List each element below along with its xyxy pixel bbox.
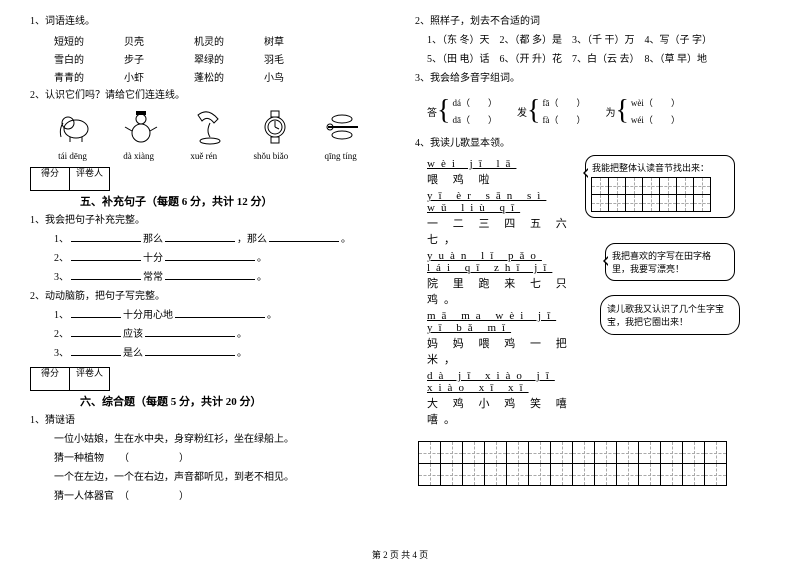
bubble1: 我能把整体认读音节找出来： <box>585 155 735 218</box>
section5-title: 五、补充句子（每题 6 分，共计 12 分） <box>80 193 385 209</box>
q1-rows: 短短的贝壳机灵的树草 雪白的步子翠绿的羽毛 青青的小虾蓬松的小鸟 <box>30 33 385 84</box>
bubble3: 读儿歌我又认识了几个生字宝宝，我把它圈出来！ <box>600 295 740 335</box>
q1-title: 1、词语连线。 <box>30 14 385 29</box>
icons-row <box>40 109 375 145</box>
elephant-icon <box>54 109 94 145</box>
riddle2: 一个在左边，一个在右边，声音都听见，到老不相见。 <box>30 470 385 485</box>
lamp-icon <box>188 109 228 145</box>
snowman-icon <box>121 109 161 145</box>
page-footer: 第 2 页 共 4 页 <box>0 548 800 561</box>
sec5-q2: 2、动动脑筋，把句子写完整。 <box>30 289 385 304</box>
s5b-line2: 2、应该。 <box>30 327 385 342</box>
bubble2: 我把喜欢的字写在田字格里，我要写漂亮！ <box>605 243 735 281</box>
sec5-q1: 1、我会把句子补充完整。 <box>30 213 385 228</box>
score-box-5: 得分评卷人 <box>30 167 110 191</box>
riddle1: 一位小姑娘，生在水中央，身穿粉红衫，坐在绿船上。 <box>30 432 385 447</box>
reading-poem: wèi jī lā 喂 鸡 啦 yī èr sān sì wǔ liù qī 一… <box>415 155 575 430</box>
r-q3-title: 3、我会给多音字组词。 <box>415 71 770 86</box>
q2-title: 2、认识它们吗？请给它们连连线。 <box>30 88 385 103</box>
dragonfly-icon <box>322 109 362 145</box>
pinyin-labels: tái dēng dà xiàng xuě rén shǒu biǎo qīng… <box>40 151 375 161</box>
s5-line1: 1、那么，那么。 <box>30 232 385 247</box>
riddle1-ans: 猜一种植物 （ ） <box>30 451 385 466</box>
watch-icon <box>255 109 295 145</box>
s5b-line3: 3、是么。 <box>30 346 385 361</box>
score-box-6: 得分评卷人 <box>30 367 110 391</box>
r-q4-title: 4、我读儿歌显本领。 <box>415 136 770 151</box>
s5-line2: 2、十分。 <box>30 251 385 266</box>
r-q2-title: 2、照样子，划去不合适的词 <box>415 14 770 29</box>
bottom-tian-grid <box>415 438 770 486</box>
s5-line3: 3、常常。 <box>30 270 385 285</box>
brace-groups: 答{ dá（ ） dā（ ） 发{ fā（ ） fà（ ） 为{ wèi（ ） … <box>415 90 770 132</box>
riddle2-ans: 猜一人体器官 （ ） <box>30 489 385 504</box>
sec6-q1: 1、猜谜语 <box>30 413 385 428</box>
s5b-line1: 1、十分用心地。 <box>30 308 385 323</box>
section6-title: 六、综合题（每题 5 分，共计 20 分） <box>80 393 385 409</box>
r-q2-row1: 1、（东 冬）天 2、（都 多）是 3、（千 干）万 4、写（子 字） <box>415 33 770 48</box>
r-q2-row2: 5、（田 电）话 6、（开 升）花 7、白（云 去） 8、（草 早）地 <box>415 52 770 67</box>
